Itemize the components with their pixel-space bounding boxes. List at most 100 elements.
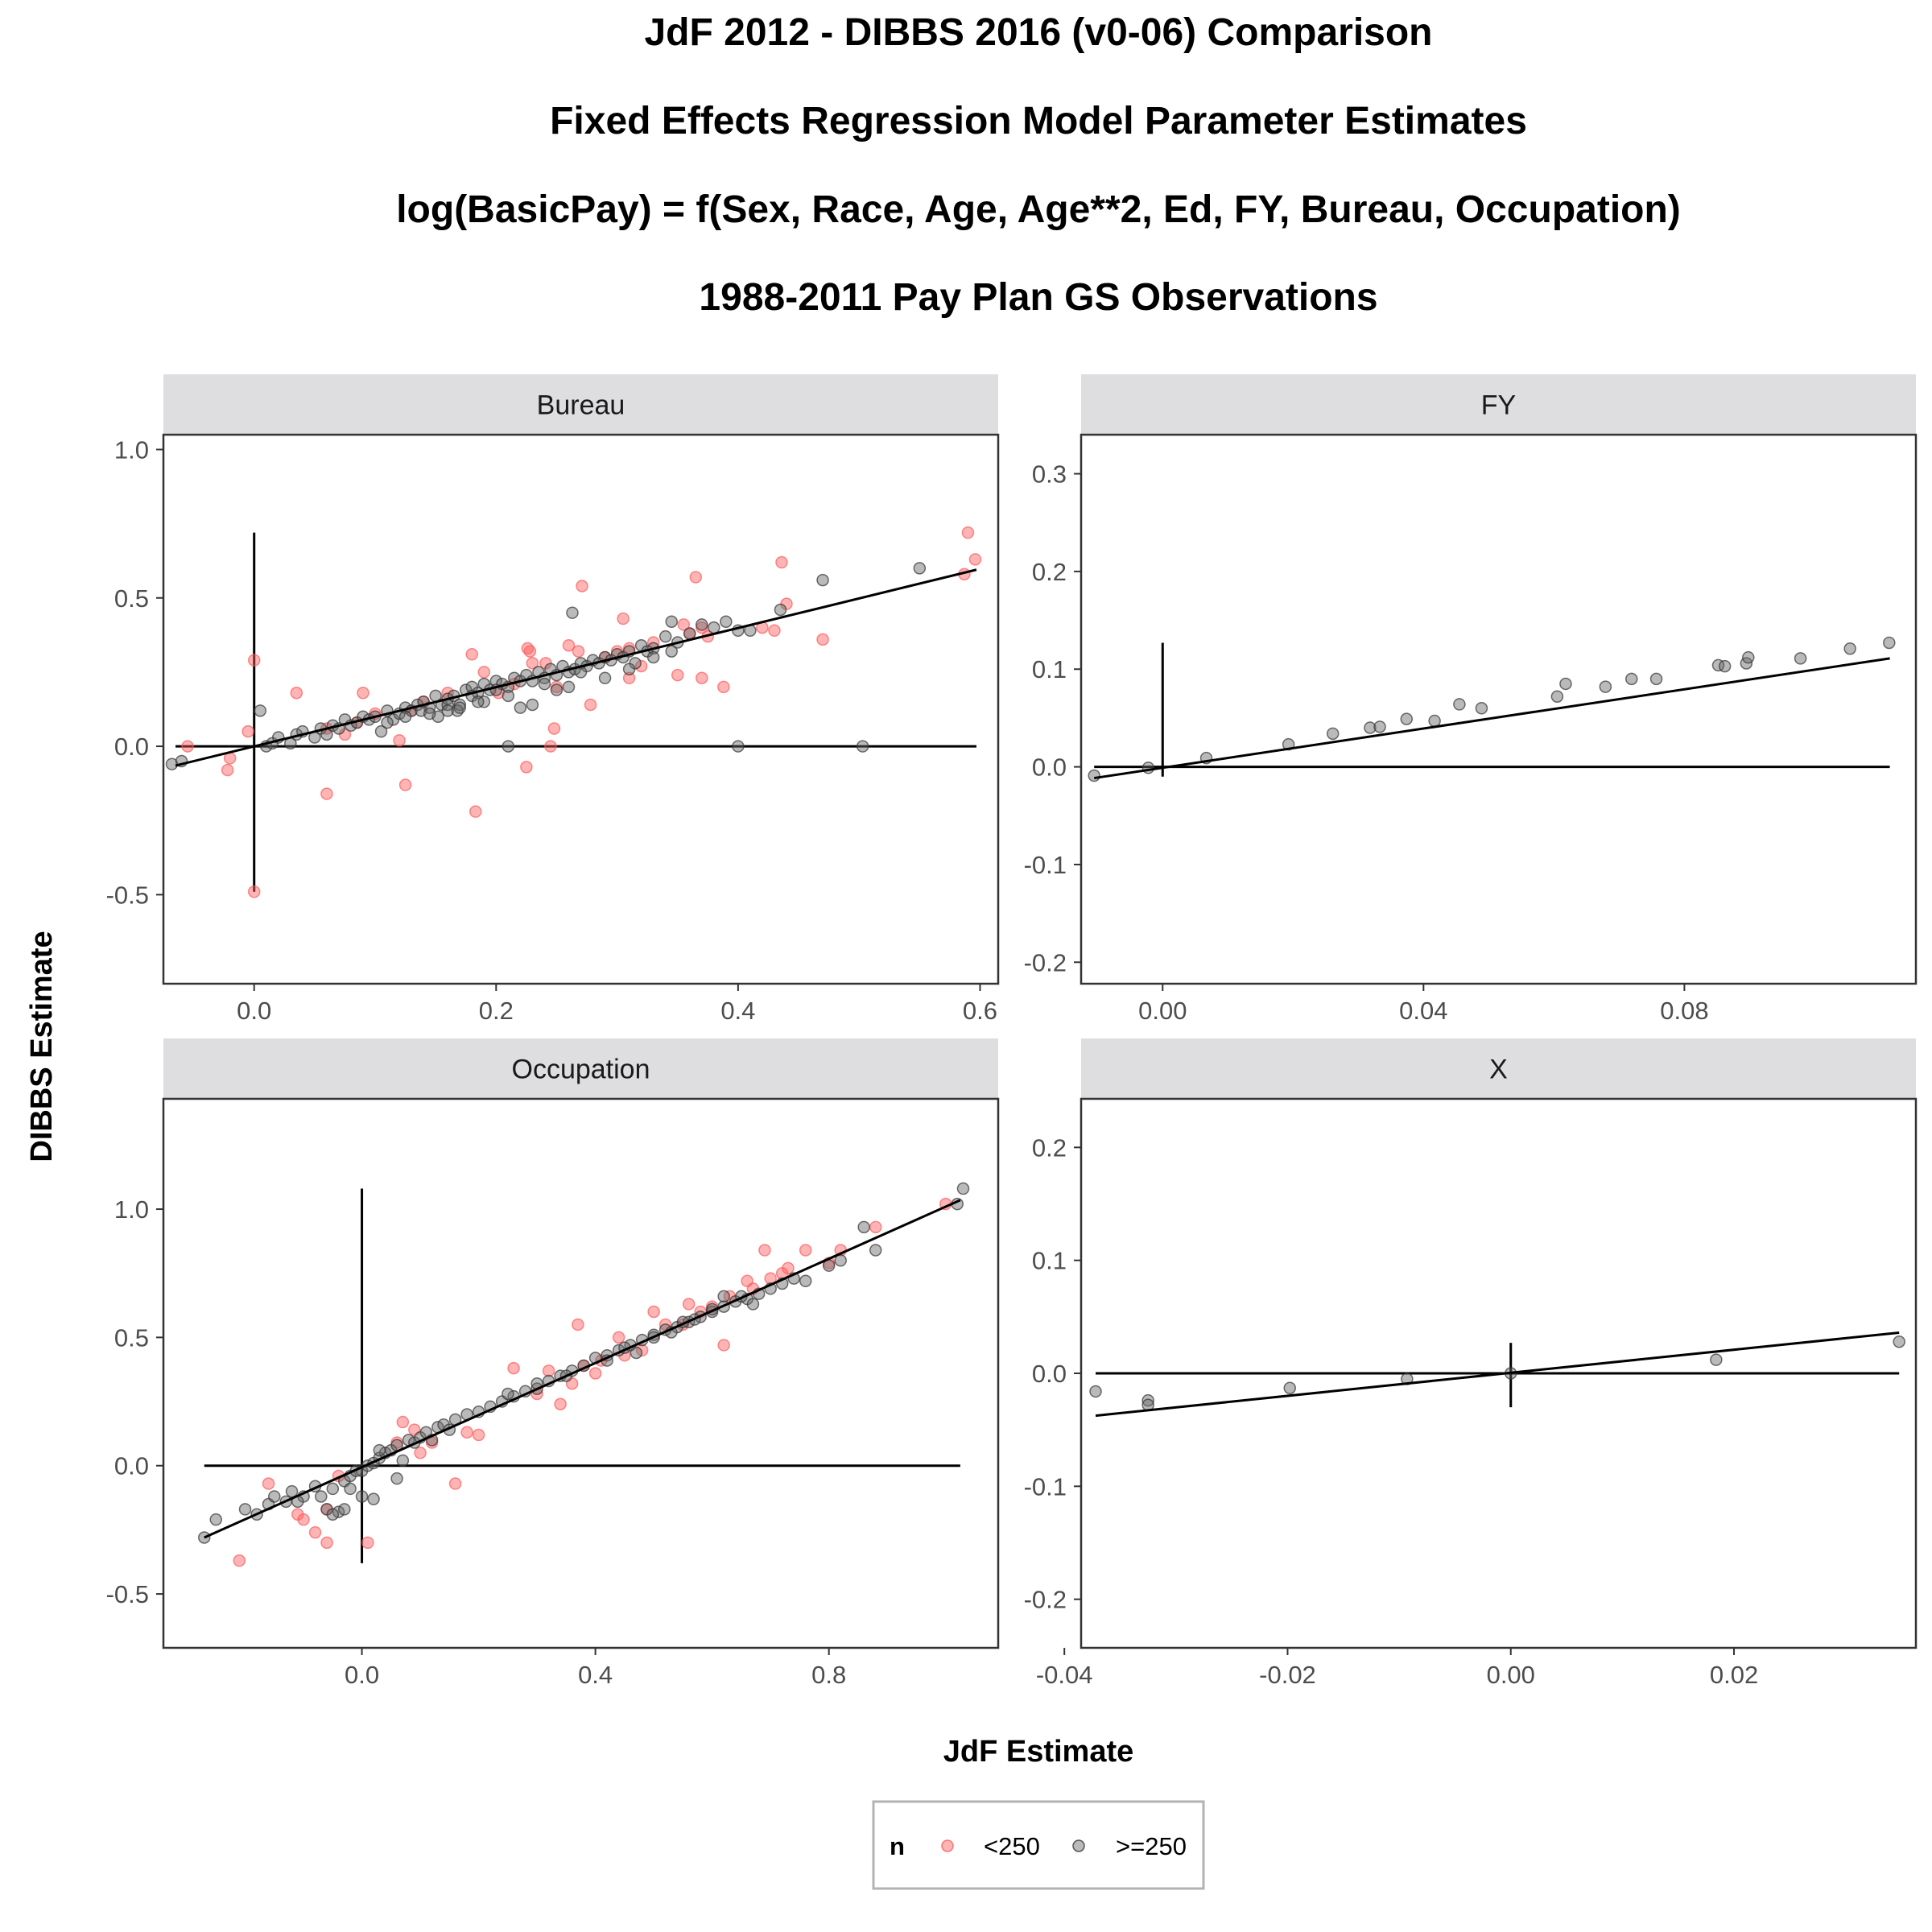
y-tick-label: -0.2 bbox=[1024, 1586, 1067, 1614]
x-axis-title: JdF Estimate bbox=[943, 1735, 1134, 1769]
y-tick-label: 0.1 bbox=[1032, 655, 1067, 683]
data-point bbox=[799, 1274, 812, 1288]
data-point bbox=[658, 630, 672, 643]
data-point bbox=[1283, 1381, 1296, 1394]
data-point bbox=[1141, 762, 1155, 774]
data-point bbox=[682, 1298, 696, 1311]
data-point bbox=[290, 686, 303, 700]
data-point bbox=[588, 1367, 602, 1380]
data-point bbox=[247, 885, 261, 898]
panel-border bbox=[1080, 1097, 1918, 1649]
data-point bbox=[1794, 652, 1807, 665]
data-point bbox=[696, 618, 708, 631]
data-point bbox=[774, 603, 787, 617]
y-tick-label: -0.2 bbox=[1024, 948, 1067, 976]
facet-strip-occupation bbox=[163, 1038, 998, 1099]
series-ge250 bbox=[1089, 1335, 1905, 1412]
data-point bbox=[262, 1477, 275, 1490]
series-lt250 bbox=[181, 526, 982, 898]
data-point bbox=[856, 740, 869, 753]
y-tick-label: -0.5 bbox=[106, 1580, 149, 1608]
data-point bbox=[542, 1364, 555, 1377]
regression-line bbox=[175, 568, 977, 767]
data-point bbox=[683, 627, 696, 640]
data-point bbox=[254, 704, 266, 717]
data-point bbox=[502, 740, 515, 753]
data-point bbox=[441, 704, 454, 717]
y-tick-label: 0.0 bbox=[1032, 753, 1067, 782]
y-tick-label: 1.0 bbox=[114, 436, 149, 464]
data-point bbox=[326, 1482, 340, 1496]
x-tick-label: 0.02 bbox=[1710, 1661, 1758, 1689]
data-point bbox=[520, 761, 533, 774]
facet-label-occupation: Occupation bbox=[512, 1055, 650, 1085]
x-tick-label: 0.4 bbox=[720, 997, 755, 1025]
data-point bbox=[562, 680, 576, 694]
data-point bbox=[968, 553, 982, 566]
chart-title-line-2: Fixed Effects Regression Model Parameter… bbox=[550, 100, 1527, 142]
data-point bbox=[523, 645, 537, 658]
data-point bbox=[1364, 721, 1377, 734]
data-point bbox=[514, 701, 527, 714]
data-point bbox=[396, 1415, 410, 1429]
data-point bbox=[572, 1318, 584, 1331]
data-point bbox=[297, 1513, 310, 1526]
data-point bbox=[465, 648, 478, 661]
data-point bbox=[857, 1220, 870, 1234]
data-point bbox=[238, 1503, 252, 1516]
data-point bbox=[816, 573, 829, 587]
data-point bbox=[913, 562, 927, 575]
data-point bbox=[460, 1426, 473, 1439]
data-point bbox=[869, 1244, 882, 1257]
data-point bbox=[1625, 672, 1638, 686]
regression-line bbox=[204, 1199, 961, 1539]
data-point bbox=[1599, 680, 1612, 693]
data-point bbox=[320, 1536, 333, 1550]
data-point bbox=[562, 638, 576, 652]
y-tick-label: 0.3 bbox=[1032, 460, 1067, 489]
data-point bbox=[758, 1244, 771, 1257]
data-point bbox=[233, 1554, 246, 1567]
data-point bbox=[1649, 672, 1663, 686]
data-point bbox=[1883, 636, 1896, 650]
data-point bbox=[689, 571, 703, 584]
y-axis-title: DIBBS Estimate bbox=[25, 931, 59, 1162]
data-point bbox=[355, 1490, 369, 1503]
y-tick-label: 0.5 bbox=[114, 584, 149, 613]
x-tick-label: 0.08 bbox=[1660, 997, 1708, 1025]
chart-title-line-1: JdF 2012 - DIBBS 2016 (v0-06) Comparison bbox=[644, 11, 1432, 54]
data-point bbox=[576, 580, 588, 592]
data-point bbox=[423, 707, 436, 720]
data-point bbox=[338, 1503, 351, 1516]
data-point bbox=[1550, 690, 1564, 703]
facet-panels: Bureau 0.0 0.2 0.4 0.6 -0.5 0.0 0.5 1.0 FY 0.00 0.0… bbox=[106, 374, 1918, 1689]
data-point bbox=[268, 1490, 281, 1503]
y-tick-label: 0.2 bbox=[1032, 558, 1067, 586]
data-point bbox=[393, 733, 406, 747]
x-tick-label: -0.02 bbox=[1259, 1661, 1316, 1689]
data-point bbox=[1475, 702, 1488, 715]
data-point bbox=[665, 615, 678, 628]
data-point bbox=[622, 663, 636, 675]
data-point bbox=[646, 650, 660, 664]
data-point bbox=[1843, 642, 1856, 655]
data-point bbox=[1453, 698, 1466, 711]
data-point bbox=[414, 1447, 427, 1459]
x-tick-label: 0.2 bbox=[479, 997, 514, 1025]
data-point bbox=[665, 645, 678, 658]
data-point bbox=[708, 621, 720, 634]
data-point bbox=[816, 633, 829, 646]
data-point bbox=[775, 555, 788, 569]
data-point bbox=[502, 1387, 514, 1401]
x-tick-label: 0.00 bbox=[1138, 997, 1187, 1025]
data-point bbox=[367, 1492, 380, 1505]
legend-label-lt250: <250 bbox=[984, 1832, 1040, 1860]
data-point bbox=[221, 763, 234, 777]
x-tick-label: 0.0 bbox=[237, 997, 271, 1025]
data-point bbox=[720, 615, 733, 628]
data-point bbox=[472, 1428, 485, 1442]
legend-marker-ge250 bbox=[1072, 1839, 1085, 1852]
regression-line bbox=[1093, 657, 1890, 780]
data-point bbox=[453, 701, 466, 714]
data-point bbox=[961, 526, 975, 539]
